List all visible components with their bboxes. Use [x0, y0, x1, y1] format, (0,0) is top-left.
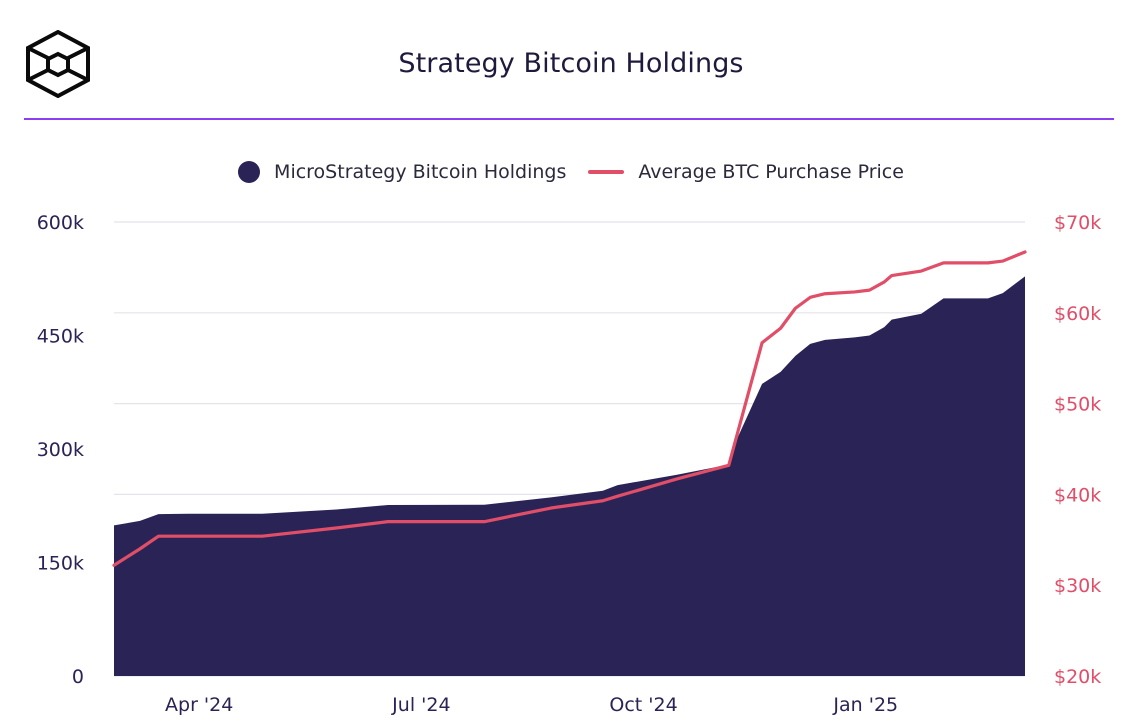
title-divider — [24, 118, 1114, 120]
legend-line-icon — [588, 170, 625, 174]
cube-logo-icon — [26, 30, 90, 98]
right-axis-tick-label: $70k — [1054, 212, 1101, 234]
x-axis: Apr '24 Jul '24 Oct '24 Jan '25 — [165, 694, 898, 716]
holdings-area — [114, 276, 1025, 676]
page-title: Strategy Bitcoin Holdings — [398, 48, 744, 79]
right-axis-tick-label: $60k — [1054, 303, 1101, 325]
legend-item-holdings[interactable]: MicroStrategy Bitcoin Holdings — [238, 161, 566, 183]
right-axis-tick-label: $30k — [1054, 575, 1101, 597]
right-axis-tick-label: $20k — [1054, 666, 1101, 688]
x-axis-tick-label: Apr '24 — [165, 694, 233, 716]
right-axis: $20k $30k $40k $50k $60k $70k — [1054, 212, 1101, 688]
x-axis-tick-label: Jan '25 — [832, 694, 898, 716]
left-axis-tick-label: 0 — [72, 666, 84, 688]
x-axis-tick-label: Oct '24 — [609, 694, 677, 716]
holdings-area-layer — [114, 276, 1025, 676]
legend-circle-icon — [238, 161, 261, 183]
legend-label-price: Average BTC Purchase Price — [638, 161, 904, 183]
legend-item-price[interactable]: Average BTC Purchase Price — [588, 161, 904, 183]
legend-label-holdings: MicroStrategy Bitcoin Holdings — [274, 161, 567, 183]
left-axis: 0 150k 300k 450k 600k — [37, 212, 84, 688]
right-axis-tick-label: $40k — [1054, 484, 1101, 506]
right-axis-tick-label: $50k — [1054, 394, 1101, 416]
left-axis-tick-label: 450k — [37, 326, 84, 348]
left-axis-tick-label: 150k — [37, 553, 84, 575]
chart-legend: MicroStrategy Bitcoin Holdings Average B… — [0, 161, 1142, 183]
price-line — [112, 250, 1027, 567]
price-line-layer — [112, 250, 1027, 567]
x-axis-tick-label: Jul '24 — [391, 694, 450, 716]
left-axis-tick-label: 600k — [37, 212, 84, 234]
left-axis-tick-label: 300k — [37, 439, 84, 461]
